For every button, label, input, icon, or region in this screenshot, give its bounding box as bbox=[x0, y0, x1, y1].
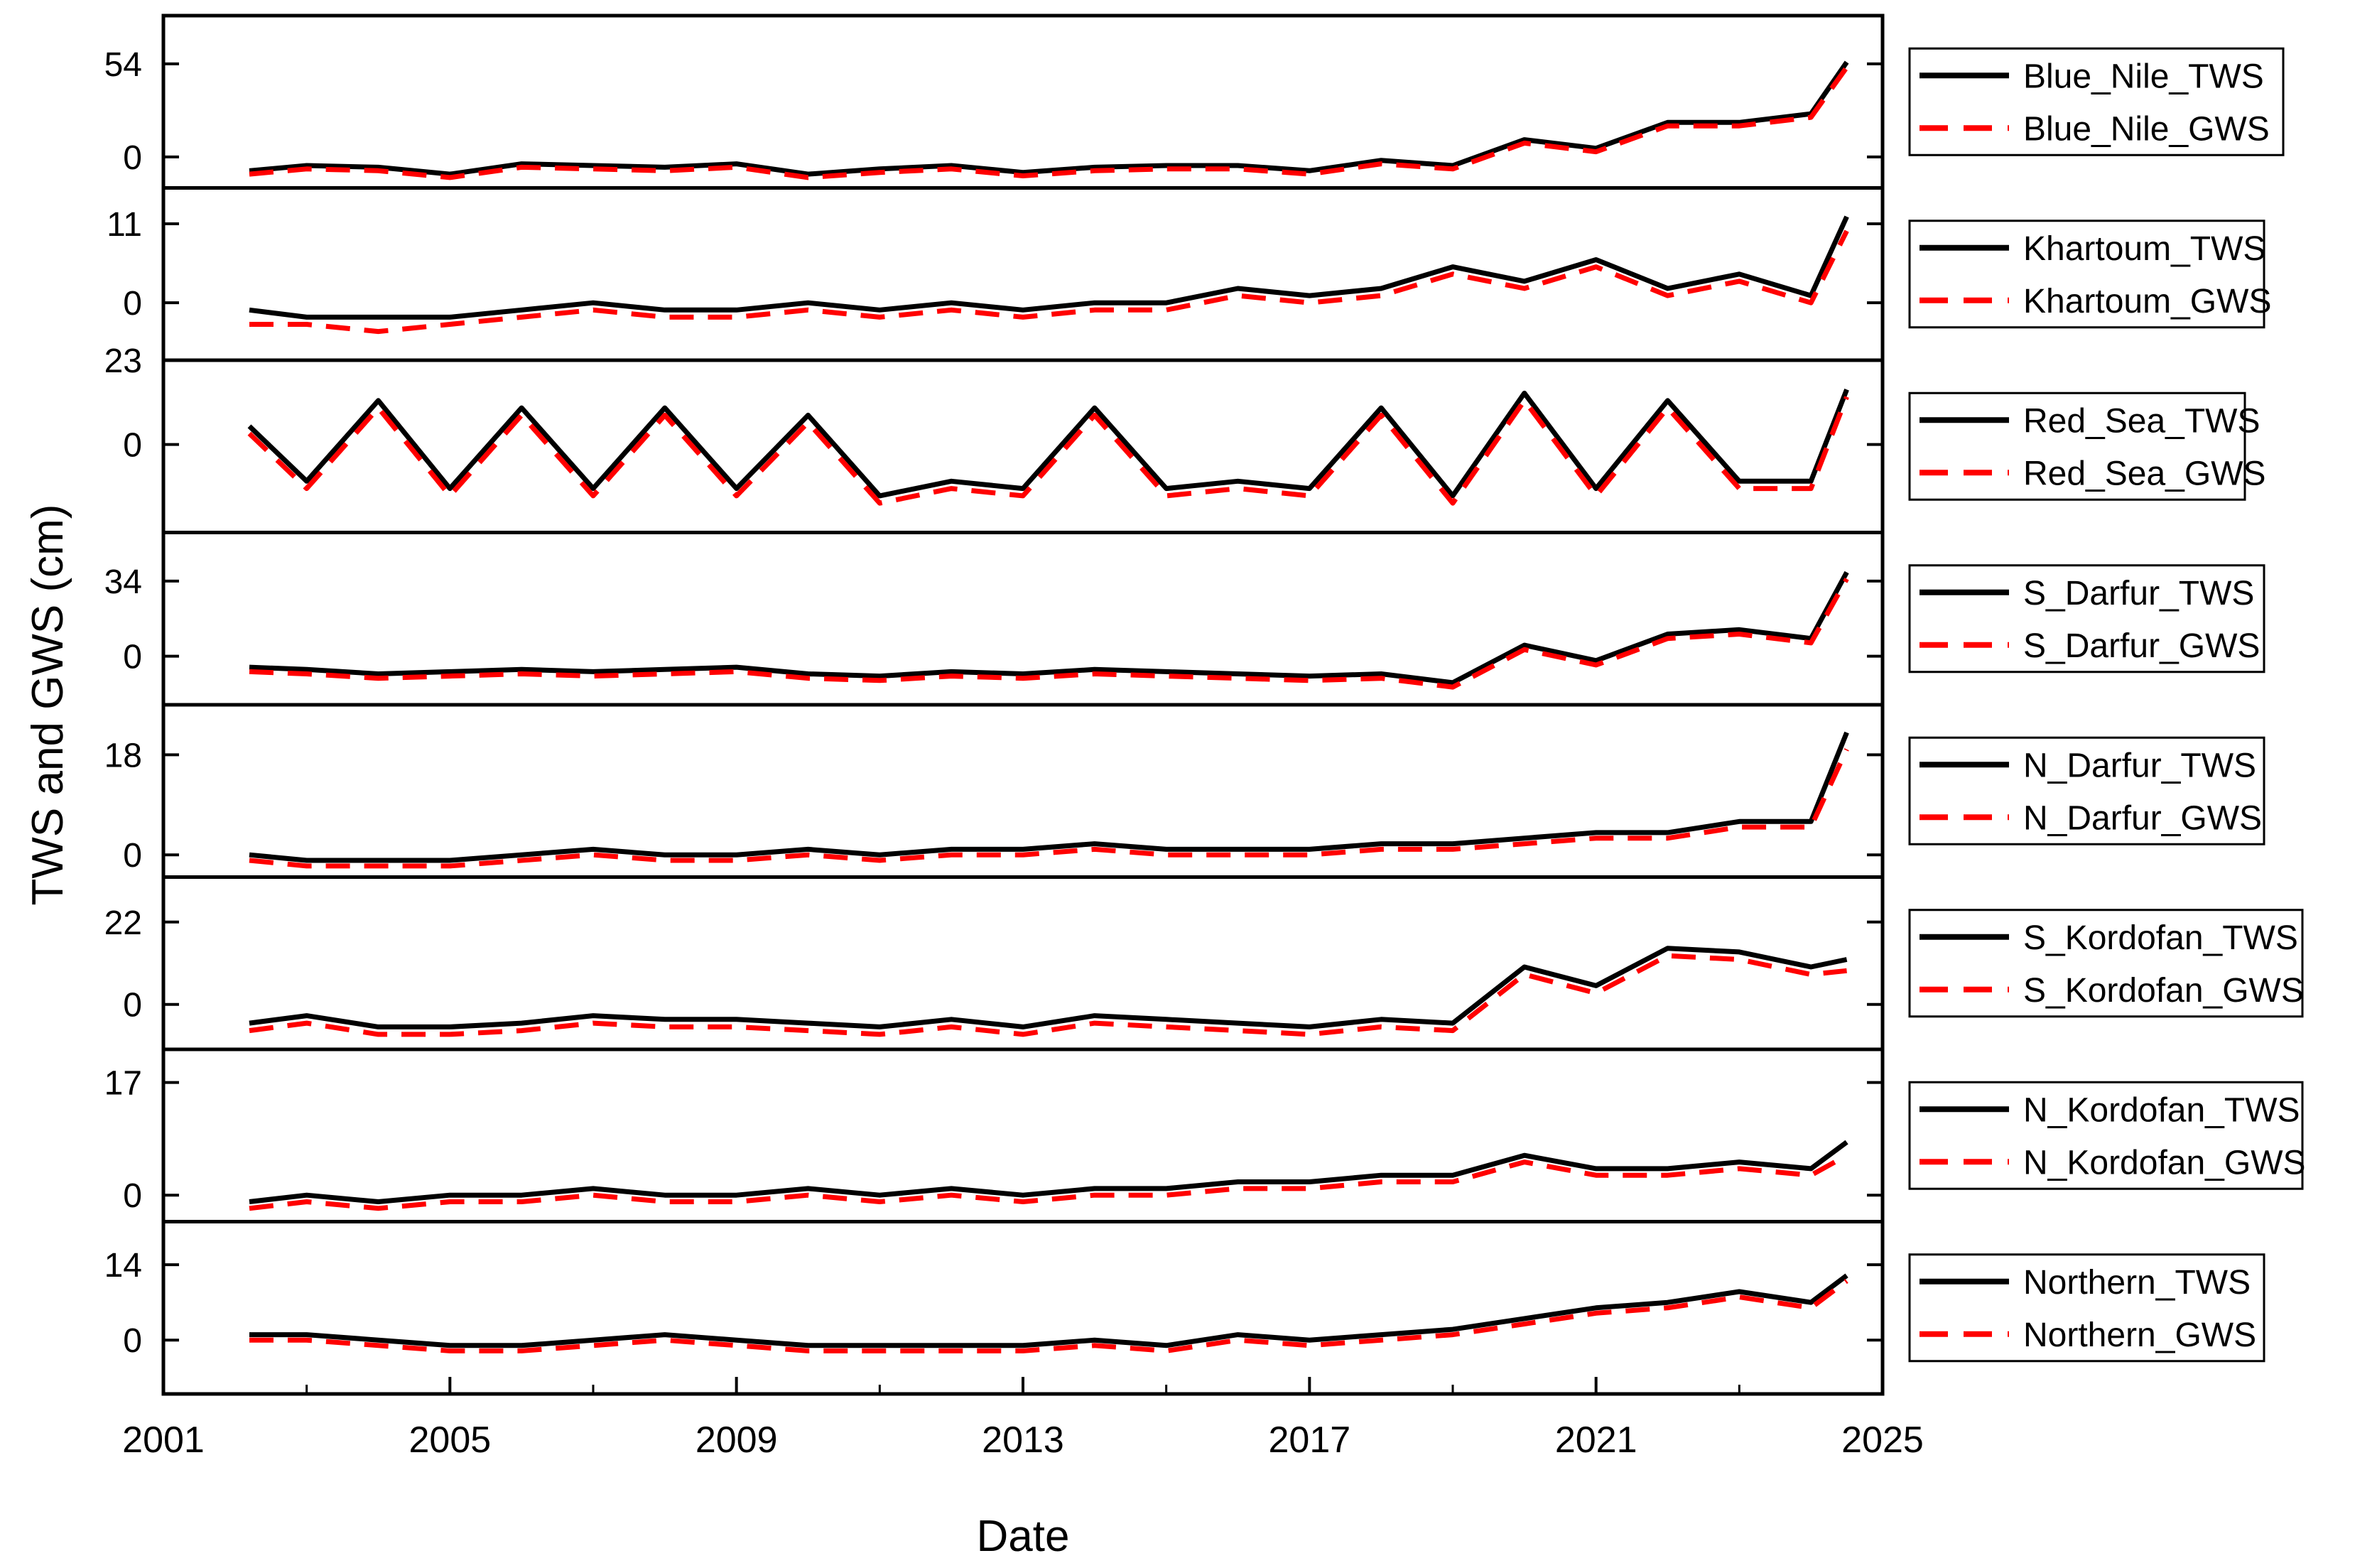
series-line-N_Darfur_GWS bbox=[249, 748, 1849, 869]
series-line-Red_Sea_TWS bbox=[247, 389, 1849, 499]
legend-box bbox=[1908, 1081, 2304, 1190]
series-line-S_Darfur_GWS bbox=[249, 578, 1849, 690]
panel-frame bbox=[161, 186, 1885, 362]
series-line-Khartoum_GWS bbox=[249, 229, 1849, 335]
y-tick-label: 0 bbox=[123, 285, 142, 323]
panel-frame bbox=[161, 875, 1885, 1051]
x-tick-label: 2005 bbox=[408, 1420, 491, 1461]
y-tick-label: 14 bbox=[104, 1247, 142, 1285]
legend-Northern: Northern_TWS Northern_GWS bbox=[1908, 1253, 2265, 1363]
panel-N_Kordofan: 0 17 N_Kordofan_TWS N_Kordofan_GWS bbox=[104, 1047, 2306, 1223]
legend-label: Blue_Nile_GWS bbox=[2023, 110, 2270, 148]
x-tick-label: 2001 bbox=[122, 1420, 205, 1461]
x-tick-label: 2021 bbox=[1555, 1420, 1637, 1461]
y-tick-label: 0 bbox=[123, 427, 142, 465]
y-tick-label: 34 bbox=[104, 563, 142, 601]
legend-label: N_Darfur_GWS bbox=[2023, 799, 2262, 837]
panel-S_Darfur: 0 34 S_Darfur_TWS S_Darfur_GWS bbox=[104, 531, 2265, 707]
legend-box bbox=[1908, 564, 2265, 674]
panel-Northern: 0 14 Northern_TWS Northern_GWS bbox=[104, 1220, 2265, 1396]
series-line-Blue_Nile_TWS bbox=[249, 60, 1849, 177]
legend-box bbox=[1908, 220, 2265, 329]
legend-Blue_Nile: Blue_Nile_TWS Blue_Nile_GWS bbox=[1908, 47, 2285, 156]
legend-label: Red_Sea_GWS bbox=[2023, 455, 2266, 492]
legend-label: Red_Sea_TWS bbox=[2023, 402, 2260, 440]
x-tick-label: 2025 bbox=[1841, 1420, 1924, 1461]
y-tick-label: 0 bbox=[123, 1177, 142, 1215]
legend-label: S_Darfur_GWS bbox=[2023, 627, 2260, 665]
legend-Red_Sea: Red_Sea_TWS Red_Sea_GWS bbox=[1908, 391, 2266, 501]
y-tick-label: 0 bbox=[123, 639, 142, 676]
series-line-N_Darfur_TWS bbox=[249, 731, 1849, 863]
legend-label: N_Kordofan_GWS bbox=[2023, 1144, 2306, 1182]
series-line-Red_Sea_GWS bbox=[247, 396, 1849, 506]
legend-label: S_Darfur_TWS bbox=[2023, 575, 2254, 612]
panel-frame bbox=[161, 13, 1885, 190]
x-tick-label: 2009 bbox=[695, 1420, 778, 1461]
x-tick-label: 2017 bbox=[1268, 1420, 1350, 1461]
legend-Khartoum: Khartoum_TWS Khartoum_GWS bbox=[1908, 220, 2271, 329]
legend-box bbox=[1908, 1253, 2265, 1363]
series-line-Northern_TWS bbox=[249, 1273, 1848, 1348]
legend-N_Kordofan: N_Kordofan_TWS N_Kordofan_GWS bbox=[1908, 1081, 2306, 1190]
panel-S_Kordofan: 0 22 S_Kordofan_TWS S_Kordofan_GWS bbox=[104, 875, 2304, 1051]
legend-label: Blue_Nile_TWS bbox=[2023, 58, 2264, 95]
legend-box bbox=[1908, 391, 2246, 501]
series-line-Khartoum_TWS bbox=[249, 215, 1849, 320]
legend-N_Darfur: N_Darfur_TWS N_Darfur_GWS bbox=[1908, 736, 2265, 845]
legend-label: Khartoum_TWS bbox=[2023, 230, 2265, 268]
legend-label: S_Kordofan_TWS bbox=[2023, 919, 2298, 957]
legend-label: N_Darfur_TWS bbox=[2023, 747, 2256, 784]
series-line-S_Kordofan_GWS bbox=[249, 953, 1847, 1037]
y-tick-label: 0 bbox=[123, 1322, 142, 1360]
y-tick-label: 11 bbox=[107, 206, 142, 244]
x-tick-label: 2013 bbox=[982, 1420, 1064, 1461]
panel-frame bbox=[161, 358, 1885, 534]
legend-S_Darfur: S_Darfur_TWS S_Darfur_GWS bbox=[1908, 564, 2265, 674]
legend-label: S_Kordofan_GWS bbox=[2023, 972, 2304, 1010]
y-tick-label: 17 bbox=[104, 1065, 142, 1103]
legend-box bbox=[1908, 47, 2285, 156]
y-tick-label: 54 bbox=[104, 46, 142, 84]
y-tick-label: 0 bbox=[123, 139, 142, 177]
series-line-S_Darfur_TWS bbox=[249, 571, 1849, 686]
panel-Khartoum: 0 11 Khartoum_TWS Khartoum_GWS bbox=[107, 186, 2271, 362]
series-line-N_Kordofan_GWS bbox=[249, 1153, 1848, 1211]
legend-label: N_Kordofan_TWS bbox=[2023, 1091, 2300, 1129]
series-line-Northern_GWS bbox=[249, 1279, 1848, 1353]
legend-S_Kordofan: S_Kordofan_TWS S_Kordofan_GWS bbox=[1908, 909, 2304, 1018]
legend-label: Northern_TWS bbox=[2023, 1264, 2251, 1302]
legend-label: Khartoum_GWS bbox=[2023, 283, 2271, 320]
y-tick-label: 0 bbox=[123, 987, 142, 1024]
y-tick-label: 18 bbox=[104, 737, 142, 774]
panel-N_Darfur: 0 18 N_Darfur_TWS N_Darfur_GWS bbox=[104, 703, 2265, 879]
series-line-S_Kordofan_TWS bbox=[249, 946, 1848, 1029]
panel-Red_Sea: 0 23 Red_Sea_TWS Red_Sea_GWS bbox=[104, 342, 2266, 534]
legend-label: Northern_GWS bbox=[2023, 1316, 2256, 1354]
legend-box bbox=[1908, 909, 2304, 1018]
series-line-Blue_Nile_GWS bbox=[249, 65, 1849, 180]
y-tick-label: 22 bbox=[104, 904, 142, 942]
x-axis-label: Date bbox=[977, 1512, 1070, 1561]
series-line-N_Kordofan_TWS bbox=[249, 1140, 1848, 1204]
y-axis-label: TWS and GWS (cm) bbox=[23, 504, 72, 906]
y-tick-label: 0 bbox=[123, 837, 142, 875]
panel-Blue_Nile: 0 54 Blue_Nile_TWS Blue_Nile_GWS bbox=[104, 13, 2285, 190]
y-tick-label: 23 bbox=[104, 342, 142, 380]
legend-box bbox=[1908, 736, 2265, 845]
